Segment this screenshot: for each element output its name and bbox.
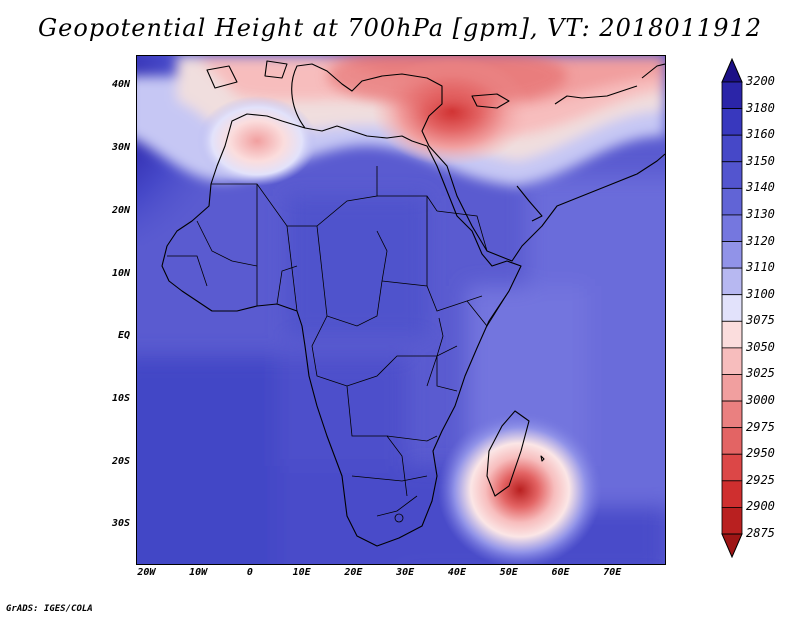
grads-credit: GrADS: IGES/COLA <box>6 604 93 614</box>
colorbar-level-label: 3100 <box>746 286 775 301</box>
lat-tick-label: 10S <box>111 392 130 404</box>
colorbar <box>721 58 743 558</box>
colorbar-swatch <box>721 427 743 455</box>
lat-tick-label: 20S <box>111 455 130 467</box>
map-title: Geopotential Height at 700hPa [gpm], VT:… <box>38 14 762 42</box>
lon-tick-label: 10E <box>292 567 311 578</box>
lon-tick-label: 70E <box>603 567 622 578</box>
colorbar-level-label: 3150 <box>746 153 775 168</box>
lon-tick-label: 10W <box>189 567 208 578</box>
colorbar-swatch <box>721 81 743 109</box>
country-borders <box>167 166 510 523</box>
colorbar-swatch <box>721 507 743 535</box>
colorbar-swatch <box>721 453 743 482</box>
geopotential-map <box>137 56 665 564</box>
colorbar-level-label: 3075 <box>746 313 775 328</box>
colorbar-swatch <box>721 241 743 269</box>
colorbar-swatch <box>721 320 743 349</box>
lat-tick-label: 30N <box>111 142 130 154</box>
colorbar-level-label: 3110 <box>746 260 775 275</box>
colorbar-level-label: 3140 <box>746 180 775 195</box>
colorbar-level-label: 3120 <box>746 233 775 248</box>
map-plot-area <box>136 55 666 565</box>
colorbar-swatch <box>721 400 743 429</box>
lon-tick-label: 30E <box>396 567 415 578</box>
colorbar-bottom-triangle <box>721 533 743 558</box>
lat-tick-label: 40N <box>111 79 130 91</box>
colorbar-level-label: 3180 <box>746 100 775 115</box>
colorbar-level-label: 3160 <box>746 127 775 142</box>
lon-tick-label: 20W <box>137 567 156 578</box>
lon-tick-label: 50E <box>499 567 518 578</box>
lon-tick-label: 40E <box>447 567 466 578</box>
colorbar-swatch <box>721 294 743 322</box>
lon-tick-label: 0 <box>246 567 253 578</box>
colorbar-level-label: 2900 <box>746 499 775 514</box>
lat-tick-label: 10N <box>111 267 130 279</box>
colorbar-top-triangle <box>721 58 743 83</box>
lat-tick-label: EQ <box>117 330 130 342</box>
colorbar-level-label: 3000 <box>746 393 775 408</box>
lon-tick-label: 20E <box>344 567 363 578</box>
colorbar-swatch <box>721 108 743 136</box>
colorbar-swatch <box>721 480 743 508</box>
colorbar-level-label: 2925 <box>746 472 775 487</box>
colorbar-level-label: 3050 <box>746 339 775 354</box>
colorbar-swatch <box>721 187 743 216</box>
lon-tick-label: 60E <box>551 567 570 578</box>
colorbar-swatch <box>721 374 743 402</box>
coastlines <box>161 60 665 547</box>
colorbar-level-label: 3025 <box>746 366 775 381</box>
lat-tick-label: 20N <box>111 204 130 216</box>
lat-tick-label: 30S <box>111 518 130 530</box>
colorbar-swatch <box>721 134 743 163</box>
colorbar-swatch <box>721 267 743 296</box>
colorbar-swatch <box>721 347 743 375</box>
colorbar-level-label: 3200 <box>746 74 775 88</box>
colorbar-level-label: 2975 <box>746 419 775 434</box>
colorbar-level-label: 2875 <box>746 526 775 540</box>
colorbar-level-label: 2950 <box>746 446 775 461</box>
height-field <box>137 56 665 564</box>
colorbar-level-label: 3130 <box>746 206 775 221</box>
colorbar-swatch <box>721 214 743 242</box>
colorbar-swatch <box>721 161 743 189</box>
